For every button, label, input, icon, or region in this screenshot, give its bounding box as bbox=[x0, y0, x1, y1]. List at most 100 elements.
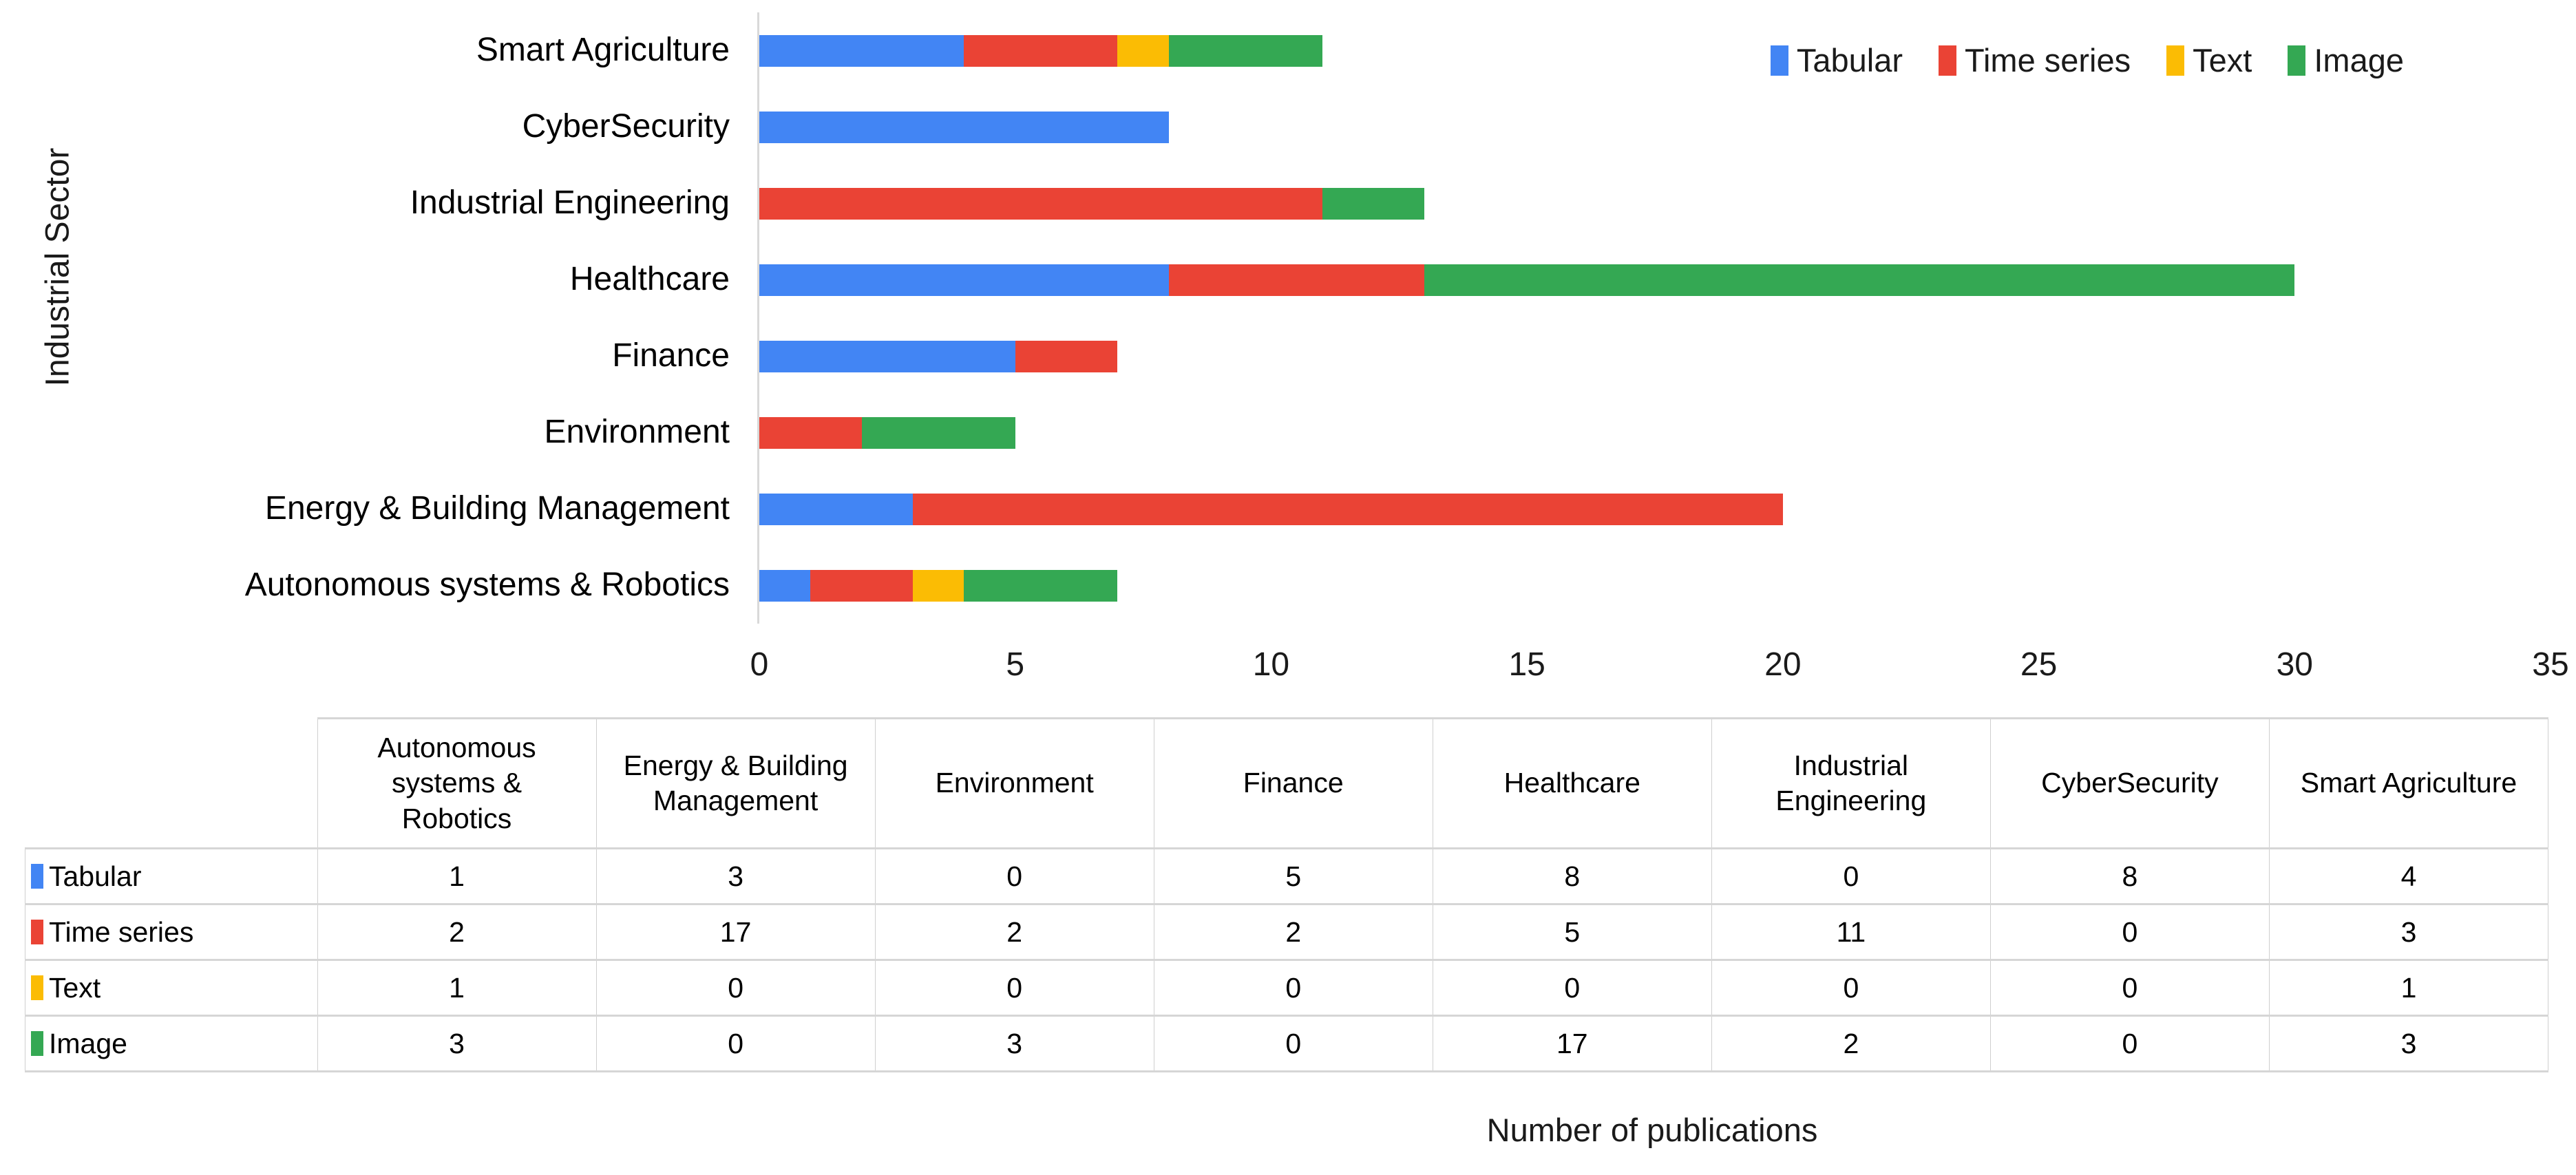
table-row-image: Image 3 0 3 0 17 2 0 3 bbox=[25, 1015, 2549, 1072]
bar-segment-tabular-cybersecurity bbox=[759, 111, 1169, 143]
table-col-header-smart-agriculture: Smart Agriculture bbox=[2268, 717, 2549, 849]
bar-segment-image-healthcare bbox=[1424, 264, 2295, 296]
bar-segment-image-industrial-engineering bbox=[1322, 187, 1425, 220]
table-cell-time-series-autonomous-systems-robotics: 2 bbox=[317, 903, 597, 961]
bar-segment-time-series-autonomous-systems-robotics bbox=[810, 569, 913, 602]
chart-rows: Smart Agriculture CyberSecurity Industrial… bbox=[0, 12, 2576, 624]
table-cell-image-industrial-engineering: 2 bbox=[1711, 1015, 1991, 1072]
table-cell-text-smart-agriculture: 1 bbox=[2268, 959, 2549, 1017]
legend-marker-image-icon bbox=[2288, 45, 2306, 76]
category-label-healthcare: Healthcare bbox=[569, 261, 730, 298]
table-col-header-finance: Finance bbox=[1153, 717, 1433, 849]
table-cell-image-environment: 3 bbox=[874, 1015, 1154, 1072]
bar-stack-environment bbox=[759, 416, 1015, 449]
table-row-time-series: Time series 2 17 2 2 5 11 0 3 bbox=[25, 903, 2549, 961]
bar-segment-image-smart-agriculture bbox=[1168, 34, 1322, 67]
data-table-header: Autonomous systems & Robotics Energy & Bu… bbox=[25, 717, 2549, 849]
bar-segment-tabular-autonomous-systems-robotics bbox=[759, 569, 811, 602]
table-row-tabular: Tabular 1 3 0 5 8 0 8 4 bbox=[25, 847, 2549, 905]
legend-marker-time-series-icon bbox=[1939, 45, 1957, 76]
table-cell-tabular-cybersecurity: 8 bbox=[1989, 847, 2270, 905]
bar-stack-cybersecurity bbox=[759, 111, 1169, 143]
legend-marker-tabular-icon bbox=[1770, 45, 1788, 76]
table-cell-time-series-environment: 2 bbox=[874, 903, 1154, 961]
bar-segment-tabular-finance bbox=[759, 340, 1015, 372]
table-cell-time-series-smart-agriculture: 3 bbox=[2268, 903, 2549, 961]
x-tick-10: 10 bbox=[1252, 646, 1290, 683]
chart-row-finance: Finance bbox=[0, 318, 2576, 394]
table-col-header-healthcare: Healthcare bbox=[1432, 717, 1712, 849]
x-tick-25: 25 bbox=[2020, 646, 2058, 683]
table-cell-image-healthcare: 17 bbox=[1432, 1015, 1712, 1072]
bar-stack-industrial-engineering bbox=[759, 187, 1425, 220]
table-cell-text-environment: 0 bbox=[874, 959, 1154, 1017]
bar-segment-text-autonomous-systems-robotics bbox=[913, 569, 964, 602]
table-cell-text-finance: 0 bbox=[1153, 959, 1433, 1017]
bar-stack-energy-building-management bbox=[759, 493, 1783, 525]
table-row-header-image: Image bbox=[25, 1015, 318, 1072]
legend-item-tabular: Tabular bbox=[1770, 41, 1903, 79]
row-marker-time-series-icon bbox=[31, 920, 43, 944]
table-row-text: Text 1 0 0 0 0 0 0 1 bbox=[25, 959, 2549, 1017]
bar-segment-image-environment bbox=[861, 416, 1015, 449]
table-cell-time-series-healthcare: 5 bbox=[1432, 903, 1712, 961]
table-cell-tabular-finance: 5 bbox=[1153, 847, 1433, 905]
stacked-bar-chart: Smart Agriculture CyberSecurity Industrial… bbox=[0, 12, 2576, 624]
row-label-image: Image bbox=[49, 1027, 127, 1059]
bar-segment-time-series-healthcare bbox=[1168, 264, 1425, 296]
table-cell-tabular-autonomous-systems-robotics: 1 bbox=[317, 847, 597, 905]
row-marker-image-icon bbox=[31, 1031, 43, 1056]
table-col-header-autonomous-systems-robotics: Autonomous systems & Robotics bbox=[317, 717, 597, 849]
x-tick-35: 35 bbox=[2532, 646, 2569, 683]
table-cell-tabular-environment: 0 bbox=[874, 847, 1154, 905]
bar-stack-finance bbox=[759, 340, 1118, 372]
bar-segment-time-series-smart-agriculture bbox=[964, 34, 1118, 67]
table-cell-tabular-smart-agriculture: 4 bbox=[2268, 847, 2549, 905]
bar-segment-time-series-energy-building-management bbox=[913, 493, 1783, 525]
chart-row-smart-agriculture: Smart Agriculture bbox=[0, 12, 2576, 89]
chart-row-healthcare: Healthcare bbox=[0, 242, 2576, 318]
table-cell-text-autonomous-systems-robotics: 1 bbox=[317, 959, 597, 1017]
legend-label-image: Image bbox=[2314, 42, 2404, 78]
data-table: Autonomous systems & Robotics Energy & Bu… bbox=[25, 717, 2549, 1072]
bar-segment-text-smart-agriculture bbox=[1117, 34, 1169, 67]
legend-marker-text-icon bbox=[2166, 45, 2185, 76]
bar-segment-tabular-energy-building-management bbox=[759, 493, 914, 525]
legend-label-time-series: Time series bbox=[1965, 42, 2131, 78]
x-tick-20: 20 bbox=[1764, 646, 1802, 683]
bar-segment-time-series-finance bbox=[1015, 340, 1118, 372]
table-cell-image-cybersecurity: 0 bbox=[1989, 1015, 2270, 1072]
bar-segment-time-series-industrial-engineering bbox=[759, 187, 1322, 220]
row-marker-text-icon bbox=[31, 975, 43, 1000]
table-col-header-energy-building-management: Energy & Building Management bbox=[595, 717, 876, 849]
category-label-energy-building-management: Energy & Building Management bbox=[264, 490, 730, 527]
x-axis-ticks: 0 5 10 15 20 25 30 35 bbox=[0, 646, 2576, 694]
bar-stack-healthcare bbox=[759, 264, 2295, 296]
bar-stack-smart-agriculture bbox=[759, 34, 1322, 67]
row-label-tabular: Tabular bbox=[49, 860, 142, 892]
category-label-smart-agriculture: Smart Agriculture bbox=[476, 32, 730, 69]
row-marker-tabular-icon bbox=[31, 864, 43, 889]
x-axis-title: Number of publications bbox=[1486, 1112, 1818, 1148]
table-col-header-cybersecurity: CyberSecurity bbox=[1989, 717, 2270, 849]
category-label-autonomous-systems-robotics: Autonomous systems & Robotics bbox=[244, 567, 730, 604]
table-cell-image-finance: 0 bbox=[1153, 1015, 1433, 1072]
bar-segment-tabular-smart-agriculture bbox=[759, 34, 964, 67]
bar-stack-autonomous-systems-robotics bbox=[759, 569, 1118, 602]
table-corner-cell bbox=[25, 718, 318, 849]
legend-item-time-series: Time series bbox=[1939, 41, 2131, 79]
legend-label-tabular: Tabular bbox=[1796, 42, 1903, 78]
row-label-text: Text bbox=[49, 971, 101, 1004]
x-tick-30: 30 bbox=[2276, 646, 2313, 683]
table-col-header-environment: Environment bbox=[874, 717, 1154, 849]
chart-row-autonomous-systems-robotics: Autonomous systems & Robotics bbox=[0, 547, 2576, 624]
chart-row-environment: Environment bbox=[0, 394, 2576, 471]
table-cell-tabular-healthcare: 8 bbox=[1432, 847, 1712, 905]
table-cell-tabular-energy-building-management: 3 bbox=[595, 847, 876, 905]
y-axis-title: Industrial Sector bbox=[39, 147, 76, 387]
legend-label-text: Text bbox=[2193, 42, 2252, 78]
table-cell-image-energy-building-management: 0 bbox=[595, 1015, 876, 1072]
x-tick-15: 15 bbox=[1508, 646, 1545, 683]
table-cell-image-smart-agriculture: 3 bbox=[2268, 1015, 2549, 1072]
chart-row-cybersecurity: CyberSecurity bbox=[0, 89, 2576, 165]
